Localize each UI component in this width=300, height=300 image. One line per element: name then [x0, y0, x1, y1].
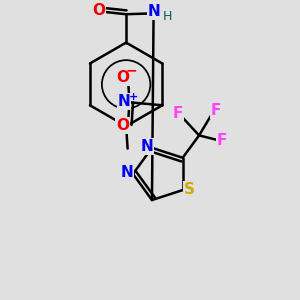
Text: H: H [163, 10, 172, 23]
Text: −: − [126, 63, 137, 77]
Text: N: N [118, 94, 130, 109]
Text: F: F [172, 106, 183, 121]
Text: O: O [116, 118, 129, 133]
Text: N: N [148, 4, 161, 19]
Text: S: S [184, 182, 195, 197]
Text: +: + [128, 92, 138, 102]
Text: O: O [116, 70, 129, 85]
Text: O: O [92, 3, 105, 18]
Text: N: N [140, 139, 153, 154]
Text: F: F [211, 103, 221, 118]
Text: N: N [121, 165, 134, 180]
Text: F: F [216, 133, 227, 148]
